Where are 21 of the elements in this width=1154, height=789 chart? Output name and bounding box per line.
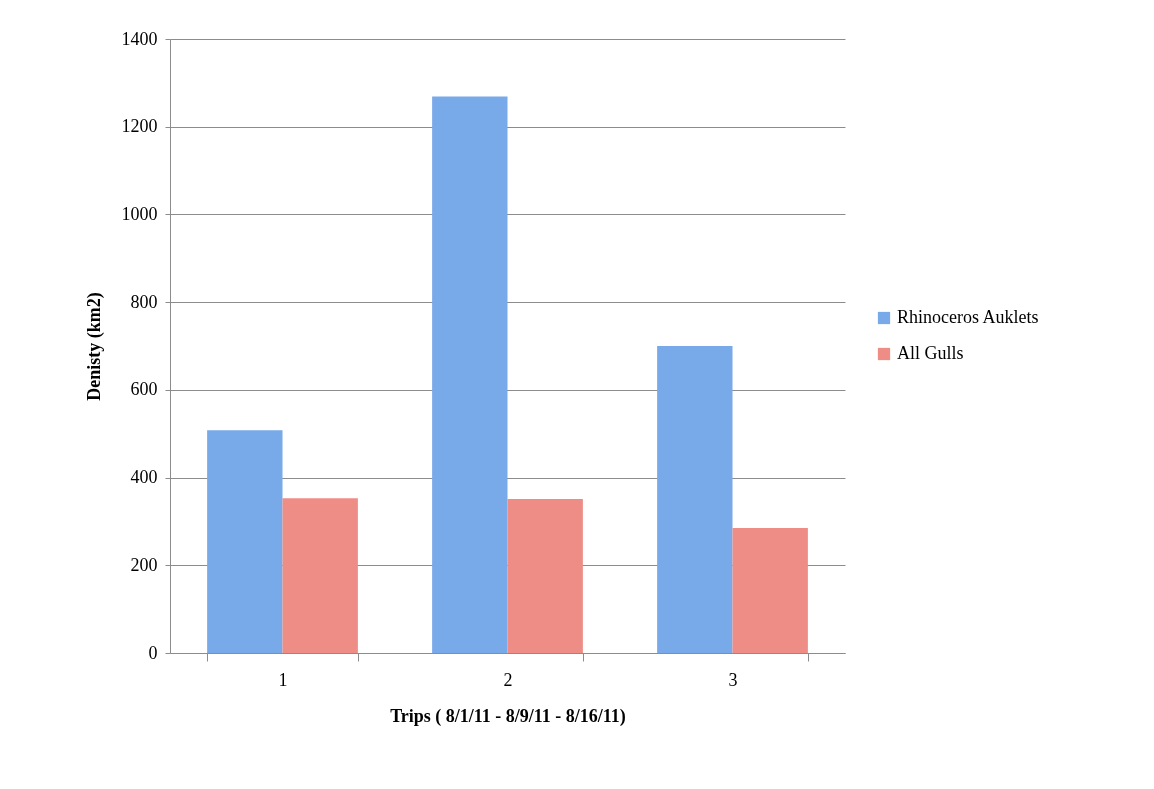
legend-label: Rhinoceros Auklets: [897, 307, 1039, 327]
bar: [207, 430, 283, 653]
y-tick-label: 800: [130, 291, 158, 312]
bar: [732, 528, 808, 653]
x-axis-title: Trips ( 8/1/11 - 8/9/11 - 8/16/11): [390, 705, 626, 727]
y-tick-label: 600: [130, 379, 158, 400]
y-tick-label: 1000: [121, 203, 158, 224]
legend-label: All Gulls: [897, 343, 964, 363]
y-tick-label: 1200: [121, 116, 158, 137]
bar: [507, 499, 583, 653]
x-tick-label: 2: [503, 669, 513, 690]
x-tick-label: 1: [278, 669, 288, 690]
bar: [657, 346, 733, 653]
y-tick-label: 400: [130, 467, 158, 488]
y-tick-label: 0: [148, 642, 158, 663]
y-tick-label: 200: [130, 554, 158, 575]
x-tick-label: 3: [728, 669, 738, 690]
bar: [282, 498, 358, 653]
y-axis-title: Denisty (km2): [83, 292, 105, 401]
bar: [432, 96, 508, 653]
y-tick-label: 1400: [121, 28, 158, 49]
